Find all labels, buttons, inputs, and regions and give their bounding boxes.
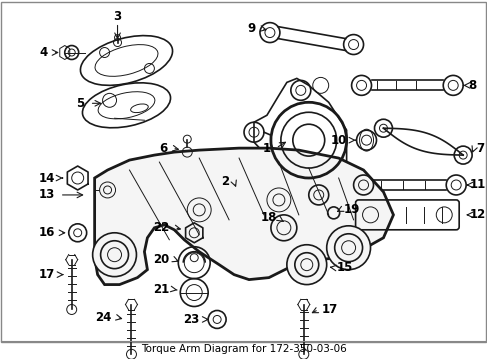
Circle shape bbox=[286, 245, 326, 285]
Text: 11: 11 bbox=[469, 179, 486, 192]
Text: 2: 2 bbox=[221, 175, 228, 189]
Text: 14: 14 bbox=[39, 171, 55, 185]
Text: 16: 16 bbox=[39, 226, 55, 239]
Text: 21: 21 bbox=[153, 283, 169, 296]
Text: 20: 20 bbox=[153, 253, 169, 266]
Text: 10: 10 bbox=[330, 134, 346, 147]
Text: 6: 6 bbox=[159, 141, 167, 155]
Text: 9: 9 bbox=[247, 22, 255, 35]
Circle shape bbox=[92, 233, 136, 276]
Text: 17: 17 bbox=[39, 268, 55, 281]
Text: 5: 5 bbox=[76, 97, 84, 110]
Text: Torque Arm Diagram for 172-350-03-06: Torque Arm Diagram for 172-350-03-06 bbox=[141, 344, 346, 354]
Polygon shape bbox=[95, 148, 393, 285]
Circle shape bbox=[326, 226, 370, 270]
Text: 3: 3 bbox=[113, 10, 122, 23]
Text: 18: 18 bbox=[260, 211, 276, 224]
Text: 22: 22 bbox=[153, 221, 169, 234]
Text: 17: 17 bbox=[321, 303, 337, 316]
Text: 24: 24 bbox=[95, 311, 111, 324]
Text: 15: 15 bbox=[336, 261, 352, 274]
Text: 12: 12 bbox=[469, 208, 486, 221]
Text: 4: 4 bbox=[40, 46, 48, 59]
Text: 8: 8 bbox=[467, 79, 475, 92]
Text: 23: 23 bbox=[183, 313, 199, 326]
Text: 1: 1 bbox=[262, 141, 270, 155]
Circle shape bbox=[100, 182, 115, 198]
Text: 13: 13 bbox=[39, 188, 55, 202]
Text: 7: 7 bbox=[475, 141, 483, 155]
Text: 19: 19 bbox=[343, 203, 359, 216]
